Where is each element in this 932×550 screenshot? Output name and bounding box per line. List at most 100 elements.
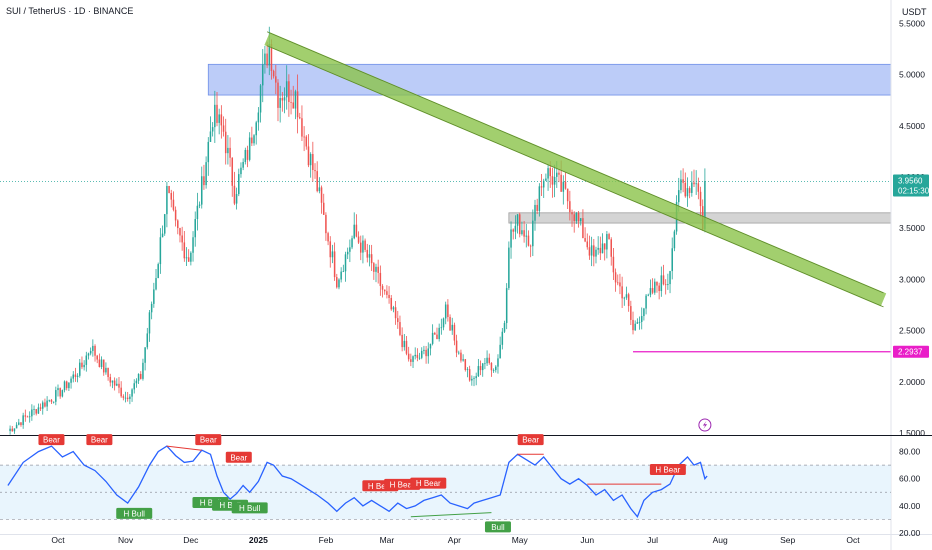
price-tick-label: 4.5000 bbox=[899, 121, 925, 131]
candle-body bbox=[468, 369, 471, 381]
candle-body bbox=[18, 422, 20, 425]
candle-body bbox=[290, 102, 292, 103]
candle-body bbox=[283, 97, 286, 101]
candle-body bbox=[647, 294, 650, 296]
candle-body bbox=[261, 64, 264, 86]
candle-body bbox=[181, 235, 183, 243]
candle-body bbox=[429, 343, 432, 349]
candle-body bbox=[379, 272, 382, 287]
candle-body bbox=[440, 327, 443, 329]
candle-body bbox=[268, 44, 271, 66]
support-level-badge bbox=[893, 345, 929, 358]
candle-body bbox=[70, 378, 72, 383]
candle-body bbox=[597, 247, 599, 250]
candle-body bbox=[516, 214, 519, 226]
candle-body bbox=[447, 304, 449, 317]
candle-body bbox=[50, 399, 53, 402]
candle-body bbox=[107, 367, 109, 378]
rsi-line bbox=[7, 445, 708, 518]
candle-body bbox=[627, 294, 630, 307]
candle-body bbox=[209, 131, 212, 142]
candle-body bbox=[183, 242, 186, 259]
candle-body bbox=[362, 240, 364, 253]
candle-body bbox=[218, 114, 220, 123]
candle-body bbox=[320, 187, 323, 203]
time-tick-label: Sep bbox=[780, 535, 795, 545]
candle-body bbox=[643, 308, 645, 317]
candle-body bbox=[401, 334, 403, 348]
candle-body bbox=[194, 219, 196, 238]
candle-body bbox=[122, 396, 125, 398]
candle-body bbox=[497, 358, 499, 367]
candle-body bbox=[314, 170, 316, 172]
candle-body bbox=[192, 237, 194, 253]
annotation-overlays bbox=[264, 31, 891, 432]
candle-body bbox=[527, 235, 530, 246]
candle-body bbox=[442, 318, 445, 328]
candle-body bbox=[292, 102, 294, 109]
signal-tag-label: Bear bbox=[200, 436, 217, 445]
candle-body bbox=[534, 204, 536, 221]
candle-body bbox=[399, 322, 401, 335]
candle-body bbox=[617, 282, 619, 284]
candle-body bbox=[656, 281, 658, 286]
candle-body bbox=[449, 316, 451, 331]
candle-body bbox=[577, 212, 580, 222]
support-level-label: 2.2937 bbox=[898, 348, 923, 357]
candle-body bbox=[89, 350, 92, 354]
bear-signal-tag bbox=[225, 451, 252, 463]
candle-body bbox=[133, 383, 135, 390]
candle-body bbox=[649, 288, 652, 295]
candle-body bbox=[338, 279, 340, 288]
candle-body bbox=[590, 245, 593, 256]
candle-body bbox=[571, 212, 573, 215]
candle-body bbox=[556, 172, 558, 177]
candle-body bbox=[518, 214, 521, 235]
symbol-title[interactable]: SUI / TetherUS · 1D · BINANCE bbox=[6, 6, 134, 16]
candle-body bbox=[272, 70, 275, 77]
candle-body bbox=[144, 347, 146, 363]
candlestick-series bbox=[9, 26, 706, 435]
candle-body bbox=[359, 242, 362, 253]
candle-body bbox=[508, 247, 510, 289]
candle-body bbox=[336, 277, 338, 288]
candle-body bbox=[569, 201, 571, 213]
candle-body bbox=[266, 53, 268, 66]
divergence-line bbox=[410, 512, 492, 518]
candle-body bbox=[394, 307, 397, 319]
candle-body bbox=[510, 229, 512, 248]
candle-body bbox=[205, 162, 207, 186]
signal-tag-label: H Bear bbox=[416, 479, 441, 488]
price-tick-label: 2.0000 bbox=[899, 377, 925, 387]
candle-body bbox=[216, 104, 218, 123]
rsi-tick-label: 40.00 bbox=[899, 501, 921, 511]
candle-body bbox=[612, 256, 615, 273]
candle-body bbox=[94, 345, 96, 356]
candle-body bbox=[285, 81, 288, 98]
candle-body bbox=[455, 340, 458, 353]
candle-body bbox=[102, 359, 105, 373]
candle-body bbox=[48, 399, 51, 401]
candle-body bbox=[238, 174, 240, 195]
candle-body bbox=[431, 332, 434, 344]
candle-body bbox=[412, 356, 414, 362]
candle-body bbox=[251, 137, 253, 144]
candle-body bbox=[33, 409, 35, 410]
candle-body bbox=[137, 373, 140, 381]
time-tick-label: 2025 bbox=[249, 535, 268, 545]
time-axis[interactable]: Oct Nov Dec 2025 Feb Mar Apr May Jun Jul Aug Sep Oct bbox=[51, 535, 860, 545]
currency-label[interactable]: USDT bbox=[902, 7, 927, 17]
candle-body bbox=[329, 241, 332, 258]
candle-body bbox=[118, 383, 120, 388]
candle-body bbox=[588, 247, 591, 256]
candle-body bbox=[547, 168, 549, 179]
candle-body bbox=[636, 322, 639, 324]
candle-body bbox=[294, 91, 297, 109]
candle-body bbox=[680, 179, 682, 191]
candle-body bbox=[481, 363, 484, 371]
candle-body bbox=[172, 199, 175, 210]
candle-body bbox=[575, 212, 578, 222]
candle-body bbox=[190, 252, 192, 262]
